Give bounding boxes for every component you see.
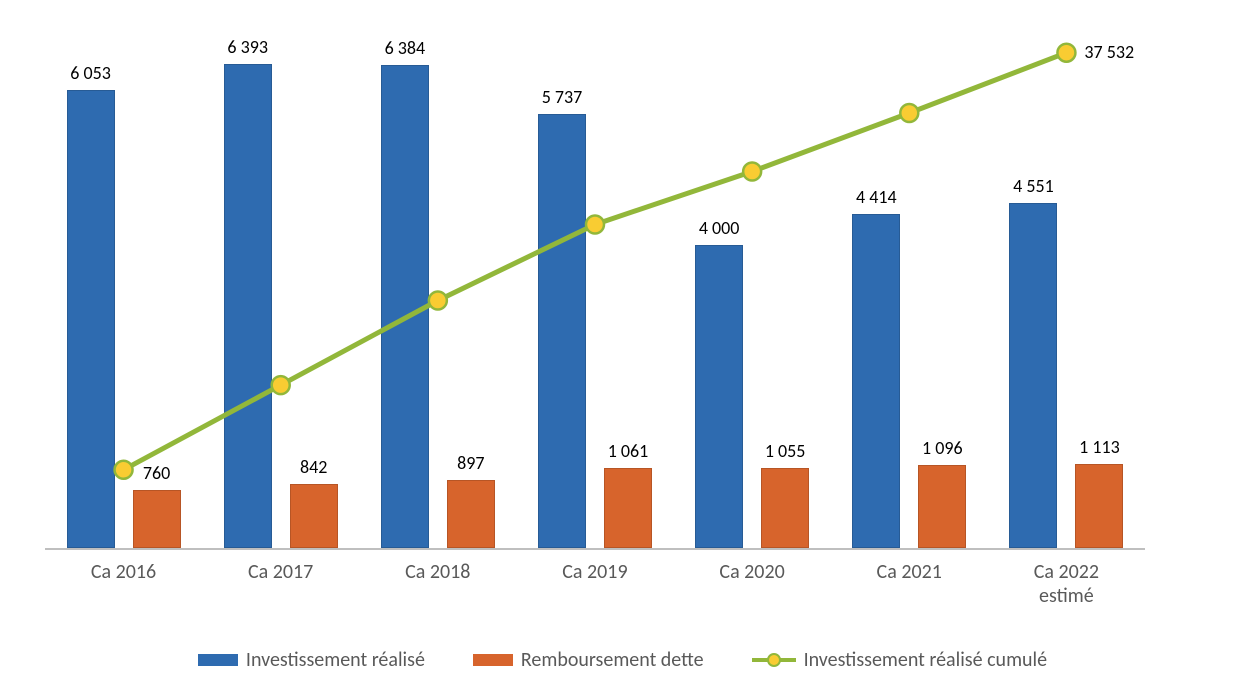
bar-investment xyxy=(1009,203,1057,548)
bar-value-label: 1 096 xyxy=(892,437,992,459)
bar-value-label: 4 551 xyxy=(983,175,1083,197)
bar-value-label: 4 414 xyxy=(826,186,926,208)
legend: Investissement réalisé Remboursement dett… xyxy=(0,648,1245,672)
bar-value-label: 6 053 xyxy=(41,62,141,84)
plot-area: 6 0537606 3938426 3848975 7371 0614 0001… xyxy=(45,20,1145,550)
bar-repayment xyxy=(1075,464,1123,548)
legend-item: Investissement réalisé cumulé xyxy=(752,648,1048,672)
category-label: Ca 2021 xyxy=(831,560,988,584)
bar-value-label: 5 737 xyxy=(512,86,612,108)
bar-value-label: 1 113 xyxy=(1049,436,1149,458)
chart-container: 6 053 760 6 393 842 6 384 897 5 737 1 061 4 000 1… xyxy=(0,0,1245,692)
legend-swatch xyxy=(473,654,513,666)
bar-repayment xyxy=(290,484,338,548)
category-label: Ca 2019 xyxy=(516,560,673,584)
bar-value-label: 6 393 xyxy=(198,36,298,58)
category-label: Ca 2018 xyxy=(359,560,516,584)
legend-item: Investissement réalisé xyxy=(198,648,425,672)
bar-repayment xyxy=(604,468,652,548)
bar-value-label: 897 xyxy=(421,452,521,474)
bar-value-label: 842 xyxy=(264,456,364,478)
bar-investment xyxy=(695,245,743,548)
cumulative-end-label: 37 532 xyxy=(1084,41,1134,63)
legend-swatch xyxy=(198,654,238,666)
bar-value-label: 1 061 xyxy=(578,440,678,462)
bar-repayment xyxy=(918,465,966,548)
bar-value-label: 760 xyxy=(107,462,207,484)
bar-repayment xyxy=(761,468,809,548)
bar-value-label: 1 055 xyxy=(735,440,835,462)
category-label: Ca 2022estimé xyxy=(988,560,1145,608)
category-label: Ca 2016 xyxy=(45,560,202,584)
bar-repayment xyxy=(447,480,495,548)
category-label: Ca 2017 xyxy=(202,560,359,584)
bar-investment xyxy=(381,65,429,548)
bar-investment xyxy=(852,214,900,548)
bar-value-label: 4 000 xyxy=(669,217,769,239)
legend-line-icon xyxy=(752,653,796,667)
bar-investment xyxy=(538,114,586,548)
bar-repayment xyxy=(133,490,181,548)
legend-label: Remboursement dette xyxy=(521,648,704,672)
legend-label: Investissement réalisé cumulé xyxy=(804,648,1048,672)
bar-value-label: 6 384 xyxy=(355,37,455,59)
legend-item: Remboursement dette xyxy=(473,648,704,672)
legend-label: Investissement réalisé xyxy=(246,648,425,672)
category-label: Ca 2020 xyxy=(674,560,831,584)
